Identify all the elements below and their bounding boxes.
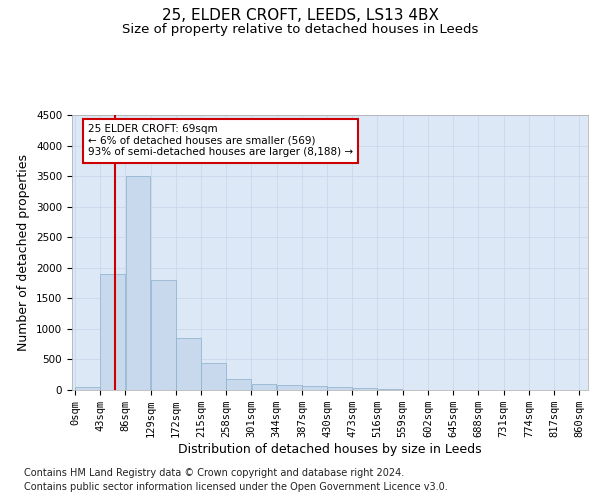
Bar [277, 386, 302, 390]
Bar [251, 384, 277, 390]
Text: 25, ELDER CROFT, LEEDS, LS13 4BX: 25, ELDER CROFT, LEEDS, LS13 4BX [161, 8, 439, 22]
X-axis label: Distribution of detached houses by size in Leeds: Distribution of detached houses by size … [178, 443, 482, 456]
Bar [125, 176, 151, 390]
Text: 25 ELDER CROFT: 69sqm
← 6% of detached houses are smaller (569)
93% of semi-deta: 25 ELDER CROFT: 69sqm ← 6% of detached h… [88, 124, 353, 158]
Bar [100, 274, 125, 390]
Y-axis label: Number of detached properties: Number of detached properties [17, 154, 31, 351]
Bar [201, 362, 226, 390]
Bar [176, 338, 201, 390]
Text: Size of property relative to detached houses in Leeds: Size of property relative to detached ho… [122, 22, 478, 36]
Bar [302, 386, 327, 390]
Text: Contains HM Land Registry data © Crown copyright and database right 2024.: Contains HM Land Registry data © Crown c… [24, 468, 404, 477]
Bar [378, 389, 403, 390]
Bar [328, 387, 352, 390]
Bar [226, 380, 251, 390]
Bar [353, 388, 377, 390]
Text: Contains public sector information licensed under the Open Government Licence v3: Contains public sector information licen… [24, 482, 448, 492]
Bar [75, 387, 100, 390]
Bar [151, 280, 176, 390]
